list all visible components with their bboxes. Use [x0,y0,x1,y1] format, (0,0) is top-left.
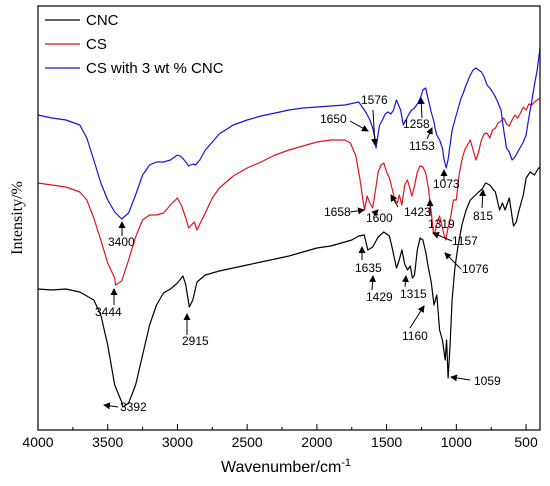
annotation-label: 1423 [404,205,431,219]
annotation-label: 1059 [474,374,501,388]
annotation-arrow [390,194,399,208]
x-tick-label: 500 [514,434,538,450]
annotation-arrow [369,275,377,291]
annotation-label: 1635 [355,261,382,275]
y-axis-label: Intensity/% [9,181,26,255]
annotation-arrow [371,109,379,146]
annotation-label: 1319 [428,217,455,231]
series-line-0 [37,167,540,408]
annotation-label: 3392 [120,400,147,414]
annotation-arrow [426,127,433,140]
annotation-label: 815 [473,209,493,223]
annotation-label: 1600 [366,211,393,225]
annotation-arrow [371,209,379,217]
plot-frame [37,5,541,431]
annotation-arrow [409,305,425,329]
x-axis-label-superscript: -1 [341,457,351,469]
annotation-label: 1650 [320,112,347,126]
annotation-arrow [450,374,471,382]
annotation-label: 1073 [433,177,460,191]
series-layer [37,47,541,408]
legend-label-cnc: CNC [86,12,119,29]
annotation-label: 1429 [366,290,393,304]
annotation-label: 1315 [400,287,427,301]
annotation-arrow [444,252,462,270]
x-tick-label: 2500 [232,434,263,450]
annotation-label: 1076 [462,262,489,276]
x-tick-label: 2000 [301,434,332,450]
annotation-arrow [103,402,119,410]
annotation-label: 1153 [409,139,435,153]
annotation-label: 1658 [324,205,351,219]
peak-annotations: 3392 2915 1635 1429 1315 1160 1059 3444 1658 1600… [95,93,501,414]
annotation-label: 1258 [403,117,430,131]
legend-label-cs: CS [86,36,107,53]
x-axis: 4000 3500 3000 2500 2000 1500 1000 500 [22,424,538,450]
x-tick-label: 3000 [162,434,193,450]
annotation-label: 1157 [452,234,478,248]
annotation-label: 3444 [95,305,122,319]
x-tick-label: 4000 [22,434,53,450]
annotation-arrow [479,189,487,209]
legend: CNC CS CS with 3 wt % CNC [45,12,224,77]
annotation-arrow [432,232,453,242]
annotation-arrow [349,207,365,215]
annotation-label: 1576 [361,93,388,107]
x-axis-label-text: Wavenumber/cm [221,459,341,476]
annotation-label: 3400 [108,235,135,249]
annotation-arrow [401,275,409,288]
x-tick-label: 1000 [441,434,472,450]
x-tick-label: 3500 [92,434,123,450]
x-tick-label: 1500 [371,434,402,450]
series-line-1 [37,97,541,286]
series-line-2 [37,47,541,220]
annotation-arrow [417,97,425,119]
annotation-label: 1160 [402,329,428,343]
annotation-arrow [349,120,369,132]
legend-label-cs-cnc: CS with 3 wt % CNC [86,60,224,77]
annotation-label: 2915 [182,334,209,348]
x-axis-label: Wavenumber/cm-1 [221,457,351,476]
